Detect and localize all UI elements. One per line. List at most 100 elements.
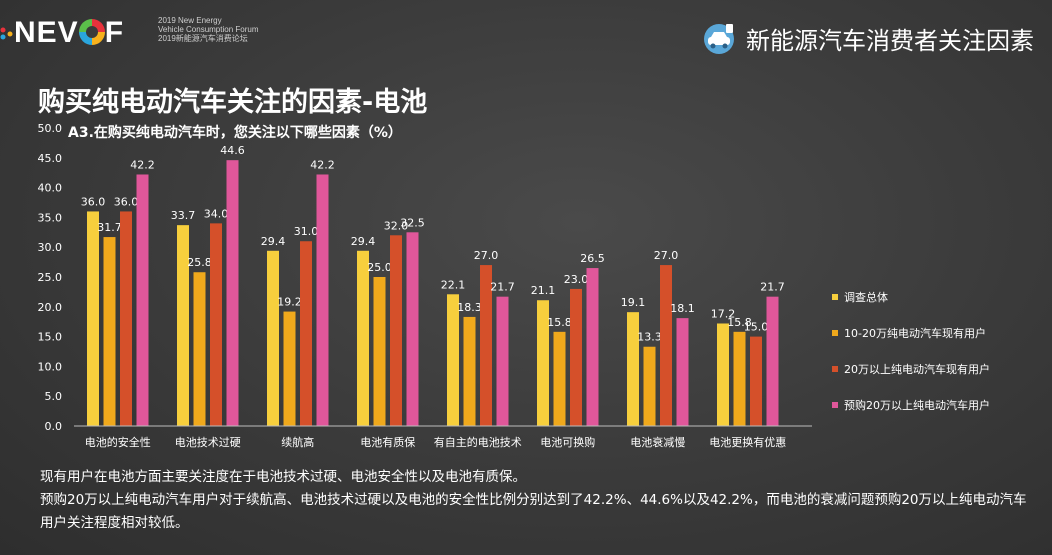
bar — [406, 232, 419, 426]
bar — [267, 250, 279, 426]
data-label: 34.0 — [204, 207, 229, 220]
legend-swatch — [832, 330, 838, 336]
bar — [136, 174, 149, 426]
y-tick-label: 0.0 — [45, 420, 63, 433]
x-tick-label: 有自主的电池技术 — [434, 435, 522, 449]
data-label: 21.7 — [490, 281, 515, 294]
bar — [586, 268, 599, 426]
bar — [733, 331, 746, 426]
y-tick-label: 45.0 — [38, 152, 63, 165]
data-label: 18.3 — [457, 301, 482, 314]
bar — [537, 300, 549, 426]
logo-dots-icon — [0, 27, 13, 40]
data-label: 44.6 — [220, 144, 245, 157]
data-label: 15.0 — [744, 321, 769, 334]
bar — [480, 265, 492, 426]
data-label: 29.4 — [261, 235, 286, 248]
y-tick-label: 20.0 — [38, 301, 63, 314]
note-line-2: 预购20万以上纯电动汽车用户对于续航高、电池技术过硬以及电池的安全性比例分别达到… — [40, 492, 1027, 531]
bar — [553, 331, 566, 426]
bar — [463, 316, 476, 426]
notes-block: 现有用户在电池方面主要关注度在于电池技术过硬、电池安全性以及电池有质保。 预购2… — [40, 466, 1030, 535]
data-label: 42.2 — [130, 158, 155, 171]
section-title: 新能源汽车消费者关注因素 — [746, 26, 1034, 55]
section-header: 新能源汽车消费者关注因素 — [700, 18, 1034, 58]
x-tick-label: 续航高 — [281, 435, 314, 449]
legend-label: 20万以上纯电动汽车现有用户 — [844, 362, 990, 376]
y-tick-label: 50.0 — [38, 122, 63, 135]
forum-sub-en2: Vehicle Consumption Forum — [158, 25, 259, 34]
legend-label: 10-20万纯电动汽车现有用户 — [844, 326, 986, 340]
x-tick-label: 电池技术过硬 — [175, 436, 241, 449]
data-label: 36.0 — [114, 195, 139, 208]
y-tick-label: 30.0 — [38, 241, 63, 254]
bar — [193, 272, 206, 426]
legend-label: 调查总体 — [844, 290, 888, 304]
data-label: 32.5 — [400, 216, 425, 229]
bar — [210, 223, 222, 426]
bar — [103, 237, 116, 426]
data-label: 19.1 — [621, 296, 646, 309]
bar — [717, 323, 729, 426]
x-tick-label: 电池衰减慢 — [630, 435, 685, 449]
x-tick-label: 电池更换有优惠 — [709, 435, 786, 449]
y-tick-label: 35.0 — [38, 211, 63, 224]
data-label: 27.0 — [654, 249, 679, 262]
note-line-1: 现有用户在电池方面主要关注度在于电池技术过硬、电池安全性以及电池有质保。 — [40, 469, 526, 485]
data-label: 42.2 — [310, 158, 335, 171]
car-icon — [704, 24, 734, 54]
data-label: 25.8 — [187, 256, 212, 269]
bar — [177, 225, 189, 426]
bar — [750, 336, 762, 426]
data-label: 13.3 — [637, 331, 662, 344]
legend-swatch — [832, 366, 838, 372]
data-label: 18.1 — [670, 302, 695, 315]
data-label: 21.7 — [760, 281, 785, 294]
bar — [283, 311, 296, 426]
bar — [390, 235, 402, 426]
forum-logo: NEV F 2019 New Energy Vehicle Consumption… — [0, 10, 270, 54]
y-tick-label: 10.0 — [38, 360, 63, 373]
y-tick-label: 25.0 — [38, 271, 63, 284]
bar — [226, 160, 239, 426]
x-tick-label: 电池有质保 — [360, 435, 415, 449]
legend-label: 预购20万以上纯电动汽车用户 — [844, 398, 990, 412]
bar — [496, 296, 509, 426]
bar — [627, 312, 639, 426]
bar — [120, 211, 132, 426]
data-label: 17.2 — [711, 307, 736, 320]
legend-swatch — [832, 402, 838, 408]
bar — [766, 296, 779, 426]
y-tick-label: 15.0 — [38, 331, 63, 344]
brand-name: NEV F — [14, 16, 125, 49]
data-label: 22.1 — [441, 278, 466, 291]
bar — [357, 250, 369, 426]
bar — [87, 211, 99, 426]
data-label: 15.8 — [727, 316, 752, 329]
data-label: 15.8 — [547, 316, 572, 329]
bar — [643, 346, 656, 426]
forum-sub-en1: 2019 New Energy — [158, 16, 222, 25]
bar-chart: 0.0 5.0 10.0 15.0 20.0 25.0 30.0 35.0 40.0 45.0 50… — [38, 122, 990, 449]
data-label: 33.7 — [171, 209, 196, 222]
y-tick-label: 40.0 — [38, 182, 63, 195]
brand-ring-icon — [78, 19, 105, 45]
bar — [660, 265, 672, 426]
legend-swatch — [832, 294, 838, 300]
data-label: 26.5 — [580, 252, 605, 265]
forum-sub-cn: 2019新能源汽车消费论坛 — [158, 34, 248, 43]
x-tick-label: 电池的安全性 — [85, 435, 151, 449]
bar — [373, 277, 386, 426]
bar — [316, 174, 329, 426]
bar — [447, 294, 459, 426]
data-label: 36.0 — [81, 195, 106, 208]
data-label: 19.2 — [277, 296, 302, 309]
page-title: 购买纯电动汽车关注的因素-电池 — [38, 87, 428, 118]
data-label: 31.0 — [294, 225, 319, 238]
y-tick-label: 5.0 — [45, 390, 63, 403]
chart-title: A3.在购买纯电动汽车时，您关注以下哪些因素（%） — [68, 125, 402, 141]
data-label: 32.0 — [384, 219, 409, 232]
x-tick-label: 电池可换购 — [540, 435, 595, 449]
data-label: 31.7 — [97, 221, 122, 234]
data-label: 29.4 — [351, 235, 376, 248]
